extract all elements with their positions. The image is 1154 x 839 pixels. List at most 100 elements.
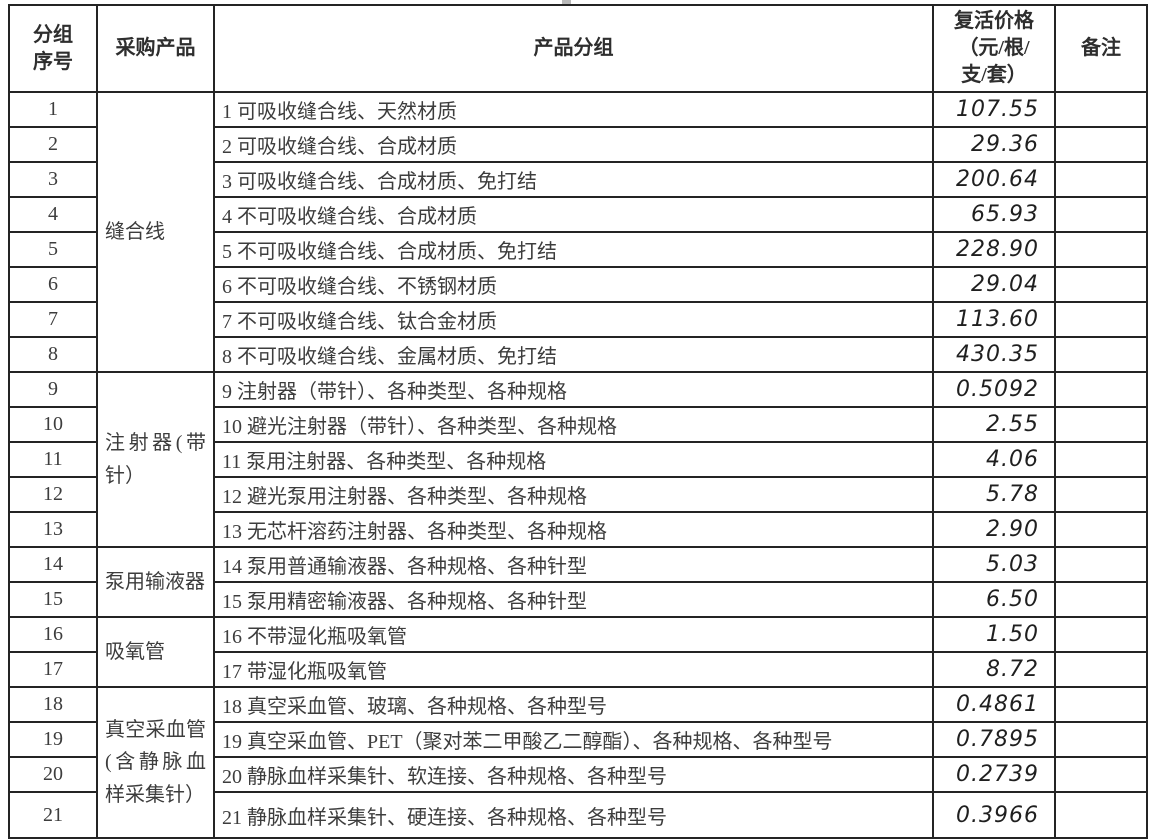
- group-label-oxygen-tubes: 吸氧管: [96, 616, 215, 688]
- note-cell: [1054, 721, 1148, 758]
- note-cell: [1054, 511, 1148, 548]
- price-cell: 5.78: [932, 476, 1056, 513]
- note-cell: [1054, 651, 1148, 688]
- product-group-cell: 5 不可吸收缝合线、合成材质、免打结: [213, 231, 934, 268]
- product-group-cell: 11 泵用注射器、各种类型、各种规格: [213, 441, 934, 478]
- row-no: 5: [8, 231, 98, 268]
- row-no: 12: [8, 476, 98, 513]
- product-group-cell: 16 不带湿化瓶吸氧管: [213, 616, 934, 653]
- group-label-sutures: 缝合线: [96, 91, 215, 373]
- product-group-cell: 9 注射器（带针）、各种类型、各种规格: [213, 371, 934, 408]
- price-cell: 228.90: [932, 231, 1056, 268]
- price-cell: 0.2739: [932, 756, 1056, 793]
- row-no: 16: [8, 616, 98, 653]
- header-row: 分组 序号 采购产品 产品分组 复活价格 （元/根/ 支/套） 备注: [8, 4, 1148, 93]
- note-cell: [1054, 476, 1148, 513]
- product-group-cell: 10 避光注射器（带针）、各种类型、各种规格: [213, 406, 934, 443]
- row-no: 11: [8, 441, 98, 478]
- group-label-syringes: 注射器(带针）: [96, 371, 215, 548]
- product-group-cell: 12 避光泵用注射器、各种类型、各种规格: [213, 476, 934, 513]
- row-no: 2: [8, 126, 98, 163]
- group-label-pump-infusion-sets: 泵用输液器: [96, 546, 215, 618]
- group-label-vacuum-blood-tubes: 真空采血管(含静脉血样采集针）: [96, 686, 215, 839]
- row-no: 17: [8, 651, 98, 688]
- table-row: 21 21 静脉血样采集针、硬连接、各种规格、各种型号 0.3966: [8, 791, 1148, 839]
- table-row: 15 15 泵用精密输液器、各种规格、各种针型 6.50: [8, 581, 1148, 618]
- price-cell: 2.55: [932, 406, 1056, 443]
- procurement-price-table: 分组 序号 采购产品 产品分组 复活价格 （元/根/ 支/套） 备注 1 缝合线…: [8, 4, 1148, 839]
- product-group-cell: 6 不可吸收缝合线、不锈钢材质: [213, 266, 934, 303]
- price-cell: 113.60: [932, 301, 1056, 338]
- table-row: 20 20 静脉血样采集针、软连接、各种规格、各种型号 0.2739: [8, 756, 1148, 793]
- row-no: 8: [8, 336, 98, 373]
- price-cell: 6.50: [932, 581, 1056, 618]
- procurement-price-table-wrap: 分组 序号 采购产品 产品分组 复活价格 （元/根/ 支/套） 备注 1 缝合线…: [8, 4, 1148, 839]
- table-row: 9 注射器(带针） 9 注射器（带针）、各种类型、各种规格 0.5092: [8, 371, 1148, 548]
- note-cell: [1054, 371, 1148, 408]
- product-group-cell: 3 可吸收缝合线、合成材质、免打结: [213, 161, 934, 198]
- price-cell: 65.93: [932, 196, 1056, 233]
- price-cell: 5.03: [932, 546, 1056, 583]
- table-row: 19 19 真空采血管、PET（聚对苯二甲酸乙二醇酯）、各种规格、各种型号 0.…: [8, 721, 1148, 758]
- table-row: 3 3 可吸收缝合线、合成材质、免打结 200.64: [8, 161, 1148, 198]
- table-row: 6 6 不可吸收缝合线、不锈钢材质 29.04: [8, 266, 1148, 303]
- note-cell: [1054, 581, 1148, 618]
- row-no: 15: [8, 581, 98, 618]
- price-cell: 0.5092: [932, 371, 1056, 408]
- table-row: 1 缝合线 1 可吸收缝合线、天然材质 107.55: [8, 91, 1148, 373]
- note-cell: [1054, 406, 1148, 443]
- price-cell: 0.3966: [932, 791, 1056, 839]
- header-product-group: 产品分组: [213, 4, 934, 93]
- row-no: 19: [8, 721, 98, 758]
- row-no: 3: [8, 161, 98, 198]
- product-group-cell: 7 不可吸收缝合线、钛合金材质: [213, 301, 934, 338]
- table-row: 17 17 带湿化瓶吸氧管 8.72: [8, 651, 1148, 688]
- price-cell: 107.55: [932, 91, 1056, 128]
- row-no: 9: [8, 371, 98, 408]
- row-no: 21: [8, 791, 98, 839]
- table-row: 2 2 可吸收缝合线、合成材质 29.36: [8, 126, 1148, 163]
- product-group-cell: 4 不可吸收缝合线、合成材质: [213, 196, 934, 233]
- row-no: 6: [8, 266, 98, 303]
- row-no: 1: [8, 91, 98, 128]
- table-row: 16 吸氧管 16 不带湿化瓶吸氧管 1.50: [8, 616, 1148, 688]
- product-group-cell: 20 静脉血样采集针、软连接、各种规格、各种型号: [213, 756, 934, 793]
- product-group-cell: 15 泵用精密输液器、各种规格、各种针型: [213, 581, 934, 618]
- note-cell: [1054, 266, 1148, 303]
- product-group-cell: 21 静脉血样采集针、硬连接、各种规格、各种型号: [213, 791, 934, 839]
- table-row: 8 8 不可吸收缝合线、金属材质、免打结 430.35: [8, 336, 1148, 373]
- row-no: 7: [8, 301, 98, 338]
- note-cell: [1054, 126, 1148, 163]
- row-no: 18: [8, 686, 98, 723]
- product-group-cell: 17 带湿化瓶吸氧管: [213, 651, 934, 688]
- product-group-cell: 1 可吸收缝合线、天然材质: [213, 91, 934, 128]
- note-cell: [1054, 336, 1148, 373]
- row-no: 20: [8, 756, 98, 793]
- table-row: 18 真空采血管(含静脉血样采集针） 18 真空采血管、玻璃、各种规格、各种型号…: [8, 686, 1148, 839]
- note-cell: [1054, 686, 1148, 723]
- price-cell: 29.04: [932, 266, 1056, 303]
- table-row: 7 7 不可吸收缝合线、钛合金材质 113.60: [8, 301, 1148, 338]
- table-row: 11 11 泵用注射器、各种类型、各种规格 4.06: [8, 441, 1148, 478]
- price-cell: 2.90: [932, 511, 1056, 548]
- row-no: 4: [8, 196, 98, 233]
- row-no: 13: [8, 511, 98, 548]
- scan-artifact: [562, 0, 571, 4]
- table-row: 10 10 避光注射器（带针）、各种类型、各种规格 2.55: [8, 406, 1148, 443]
- price-cell: 29.36: [932, 126, 1056, 163]
- product-group-cell: 2 可吸收缝合线、合成材质: [213, 126, 934, 163]
- header-product: 采购产品: [96, 4, 215, 93]
- product-group-cell: 13 无芯杆溶药注射器、各种类型、各种规格: [213, 511, 934, 548]
- note-cell: [1054, 301, 1148, 338]
- product-group-cell: 19 真空采血管、PET（聚对苯二甲酸乙二醇酯）、各种规格、各种型号: [213, 721, 934, 758]
- price-cell: 200.64: [932, 161, 1056, 198]
- price-cell: 0.4861: [932, 686, 1056, 723]
- table-row: 5 5 不可吸收缝合线、合成材质、免打结 228.90: [8, 231, 1148, 268]
- price-cell: 0.7895: [932, 721, 1056, 758]
- note-cell: [1054, 756, 1148, 793]
- table-row: 4 4 不可吸收缝合线、合成材质 65.93: [8, 196, 1148, 233]
- table-row: 13 13 无芯杆溶药注射器、各种类型、各种规格 2.90: [8, 511, 1148, 548]
- product-group-cell: 18 真空采血管、玻璃、各种规格、各种型号: [213, 686, 934, 723]
- table-row: 12 12 避光泵用注射器、各种类型、各种规格 5.78: [8, 476, 1148, 513]
- note-cell: [1054, 161, 1148, 198]
